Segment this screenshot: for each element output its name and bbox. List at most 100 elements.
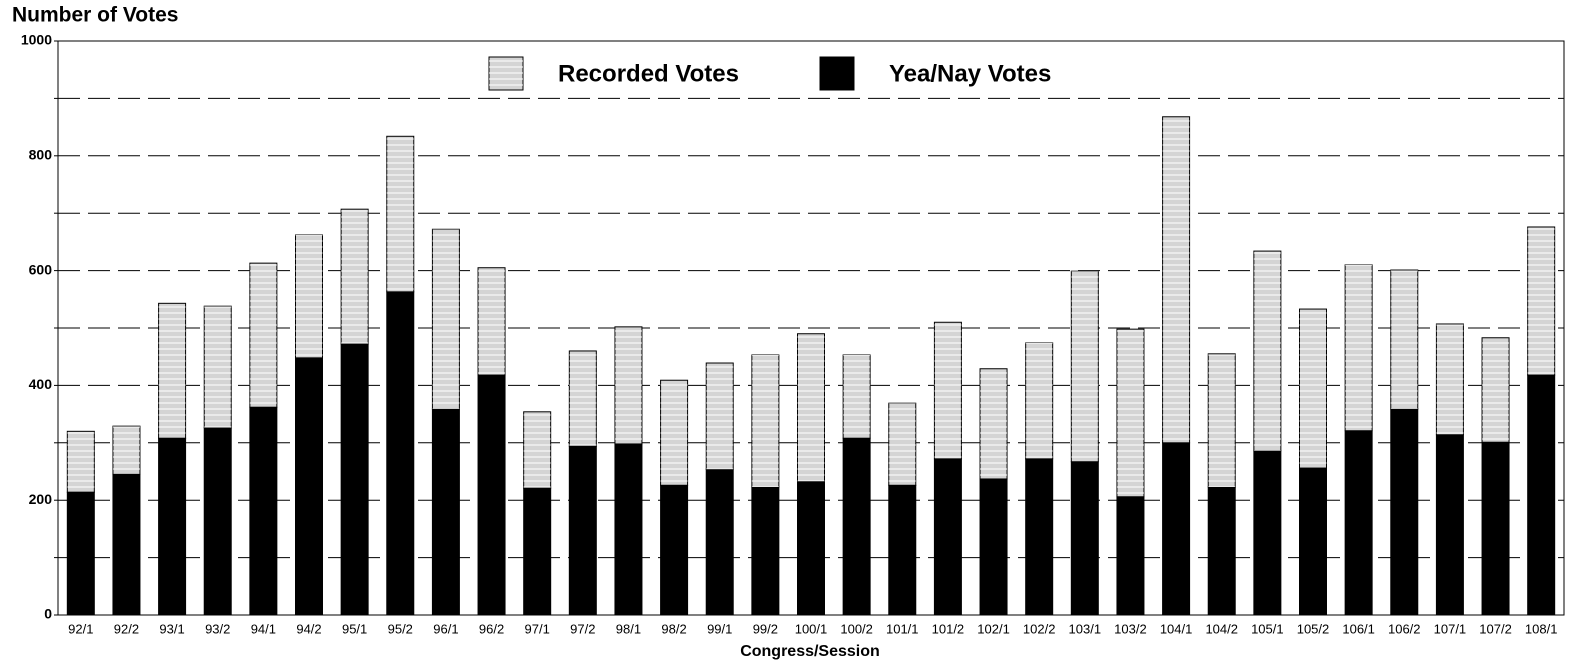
bar-segment — [888, 484, 917, 616]
bar-segment — [568, 350, 597, 447]
x-tick-label: 94/2 — [296, 621, 321, 636]
bar-segment — [431, 408, 460, 616]
bar-segment — [1527, 374, 1556, 616]
x-tick-label: 105/2 — [1297, 621, 1330, 636]
bar-segment — [295, 357, 323, 616]
bar-segment — [203, 427, 232, 616]
bar-segment — [751, 486, 780, 616]
bar-segment — [797, 333, 825, 482]
bar-segment — [1344, 430, 1373, 616]
bar-segment — [66, 430, 95, 493]
bar-segment — [705, 362, 734, 470]
x-tick-label: 104/2 — [1205, 621, 1238, 636]
legend-label: Yea/Nay Votes — [889, 60, 1051, 87]
x-tick-label: 97/1 — [525, 621, 550, 636]
bar-segment — [933, 458, 962, 616]
x-tick-label: 99/2 — [753, 621, 778, 636]
bar-segment — [203, 305, 232, 429]
x-tick-label: 100/1 — [795, 621, 828, 636]
bar-segment — [614, 443, 643, 616]
bar-segment — [1390, 408, 1419, 616]
bar-segment — [979, 368, 1008, 480]
bar-segment — [751, 354, 780, 488]
bar-segment — [1299, 467, 1327, 616]
x-tick-label: 95/1 — [342, 621, 367, 636]
x-tick-label: 108/1 — [1525, 621, 1558, 636]
x-tick-label: 101/1 — [886, 621, 919, 636]
x-tick-label: 103/1 — [1069, 621, 1102, 636]
x-tick-label: 96/1 — [433, 621, 458, 636]
x-tick-label: 98/2 — [661, 621, 686, 636]
bar-segment — [295, 234, 323, 359]
bar-segment — [1207, 486, 1236, 616]
bar-segment — [568, 445, 597, 616]
x-tick-label: 102/1 — [977, 621, 1010, 636]
bar-segment — [842, 354, 871, 439]
x-tick-label: 92/2 — [114, 621, 139, 636]
bar-segment — [1253, 450, 1282, 616]
bar-segment — [660, 484, 689, 616]
bar-segment — [1527, 226, 1556, 376]
legend-swatch — [819, 56, 855, 91]
bar-segment — [1481, 337, 1510, 443]
x-tick-label: 92/1 — [68, 621, 93, 636]
bar-segment — [249, 406, 278, 616]
y-tick-label: 400 — [29, 376, 53, 392]
x-tick-label: 94/1 — [251, 621, 276, 636]
bar-segment — [1162, 116, 1191, 444]
x-tick-label: 95/2 — [388, 621, 413, 636]
bar-segment — [1435, 434, 1464, 616]
x-tick-label: 106/2 — [1388, 621, 1421, 636]
y-tick-label: 800 — [29, 147, 53, 163]
x-tick-label: 97/2 — [570, 621, 595, 636]
bar-segment — [660, 379, 689, 486]
legend-label: Recorded Votes — [558, 60, 739, 87]
bar-segment — [1435, 323, 1464, 436]
bar-segment — [112, 425, 141, 475]
bar-segment — [1390, 269, 1419, 410]
bar-segment — [340, 208, 369, 345]
x-tick-label: 107/1 — [1434, 621, 1467, 636]
bar-segment — [158, 437, 187, 616]
bar-segment — [979, 478, 1008, 616]
bar-segment — [705, 468, 734, 616]
y-tick-label: 1000 — [21, 32, 52, 48]
x-tick-label: 103/2 — [1114, 621, 1147, 636]
bar-segment — [933, 321, 962, 460]
bar-segment — [249, 262, 278, 408]
bar-segment — [431, 228, 460, 410]
bar-segment — [1025, 458, 1054, 616]
bar-segment — [477, 267, 506, 376]
bar-segment — [614, 326, 643, 445]
x-tick-label: 102/2 — [1023, 621, 1056, 636]
chart-title: Number of Votes — [12, 4, 178, 27]
bar-segment — [797, 480, 825, 616]
x-tick-label: 106/1 — [1342, 621, 1375, 636]
x-tick-label: 98/1 — [616, 621, 641, 636]
bar-segment — [1253, 250, 1282, 452]
bar-segment — [66, 491, 95, 616]
bar-segment — [158, 302, 187, 439]
bar-segment — [112, 473, 141, 616]
bar-segment — [1481, 441, 1510, 616]
bar-segment — [1207, 353, 1236, 488]
y-tick-label: 0 — [44, 606, 52, 622]
bar-segment — [1070, 461, 1099, 616]
x-tick-label: 96/2 — [479, 621, 504, 636]
bar-segment — [888, 402, 917, 486]
bar-segment — [1299, 308, 1327, 469]
y-tick-label: 200 — [29, 491, 53, 507]
bar-segment — [1162, 442, 1191, 616]
x-tick-label: 104/1 — [1160, 621, 1193, 636]
bar-segment — [477, 374, 506, 616]
bar-segment — [842, 437, 871, 616]
bar-segment — [523, 411, 552, 489]
bar-segment — [386, 135, 415, 293]
x-tick-label: 107/2 — [1479, 621, 1512, 636]
x-tick-label: 105/1 — [1251, 621, 1284, 636]
bar-segment — [523, 487, 552, 616]
bar-segment — [1025, 342, 1054, 460]
x-tick-label: 93/2 — [205, 621, 230, 636]
bar-segment — [340, 343, 369, 616]
